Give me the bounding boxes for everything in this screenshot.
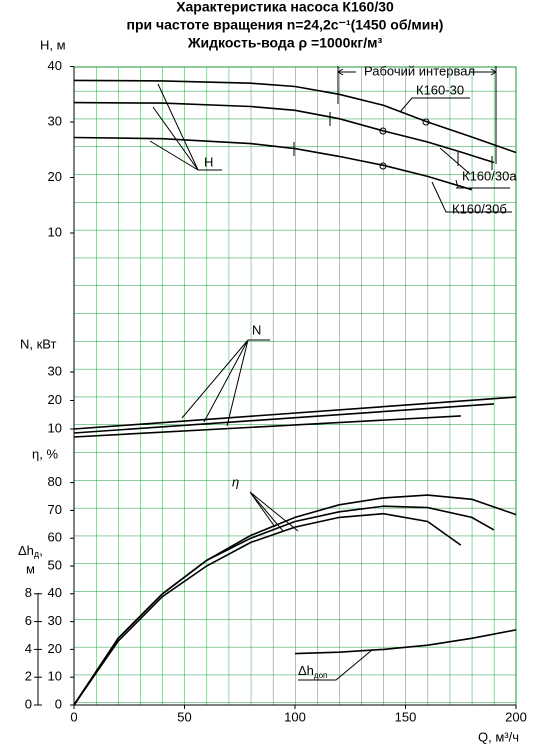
- label-part: д: [34, 549, 40, 559]
- y-tick-label: 10: [48, 420, 62, 435]
- series-line: [73, 136, 473, 191]
- x-tick-label: 0: [70, 709, 77, 724]
- title-line: при частоте вращения n=24,2с⁻¹(1450 об/м…: [127, 17, 444, 33]
- y-axis-title: Н, м: [40, 37, 66, 52]
- y-tick-label: 30: [48, 363, 62, 378]
- y-tick-label: 2: [25, 669, 32, 684]
- y-tick-label: 8: [25, 585, 32, 600]
- y-tick-label: 40: [48, 585, 62, 600]
- annotation: N: [252, 322, 261, 337]
- y-tick-label: 0: [25, 696, 32, 711]
- y-tick-label: 60: [48, 530, 62, 545]
- series-line: [73, 396, 517, 430]
- y-tick-label: 20: [48, 641, 62, 656]
- title-line: Характеристика насоса К160/30: [176, 0, 394, 15]
- annotation: Δhдоп: [298, 663, 327, 680]
- x-tick-label: 200: [505, 709, 527, 724]
- y-tick-label: 20: [48, 392, 62, 407]
- y-tick-label: 70: [48, 502, 62, 517]
- series-line: [73, 403, 494, 434]
- series-line: [73, 415, 461, 438]
- y-tick-label: 6: [25, 613, 32, 628]
- y-tick-label: 30: [48, 113, 62, 128]
- y-tick-label: 10: [48, 224, 62, 239]
- x-tick-label: 100: [284, 709, 306, 724]
- series-line: [73, 79, 517, 154]
- y-tick-label: 80: [48, 474, 62, 489]
- y-axis-title: η, %: [32, 446, 58, 461]
- annotation: Н: [204, 154, 213, 169]
- series-line: [73, 505, 495, 706]
- y-axis-title: Δhд,: [18, 543, 43, 559]
- grid: [74, 67, 516, 705]
- label-part: Δh: [298, 663, 314, 678]
- y-axis-title: N, кВт: [20, 336, 57, 351]
- y-tick-label: 40: [48, 58, 62, 73]
- x-tick-label: 50: [177, 709, 191, 724]
- title-line: Жидкость-вода ρ =1000кг/м³: [187, 35, 383, 51]
- x-tick-label: 150: [395, 709, 417, 724]
- series-line: [73, 512, 462, 706]
- y-tick-label: 30: [48, 613, 62, 628]
- series-label: К160/30а: [462, 168, 517, 183]
- y-tick-label: 0: [55, 696, 62, 711]
- x-axis-title: Q, м³/ч: [478, 729, 519, 744]
- y-tick-label: 50: [48, 557, 62, 572]
- series-line: [294, 629, 517, 655]
- series-line: [73, 101, 495, 164]
- annotation: η: [232, 474, 239, 489]
- label-part: ,: [39, 543, 43, 558]
- series-label: К160/30б: [452, 201, 507, 216]
- y-tick-label: 10: [48, 669, 62, 684]
- y-tick-label: 4: [25, 641, 32, 656]
- y-tick-label: 20: [48, 169, 62, 184]
- annotation: Рабочий интервал: [364, 63, 475, 78]
- label-part: Δh: [18, 543, 34, 558]
- y-axis-title: м: [26, 561, 35, 576]
- label-part: доп: [314, 671, 327, 680]
- series-label: К160-30: [416, 82, 464, 97]
